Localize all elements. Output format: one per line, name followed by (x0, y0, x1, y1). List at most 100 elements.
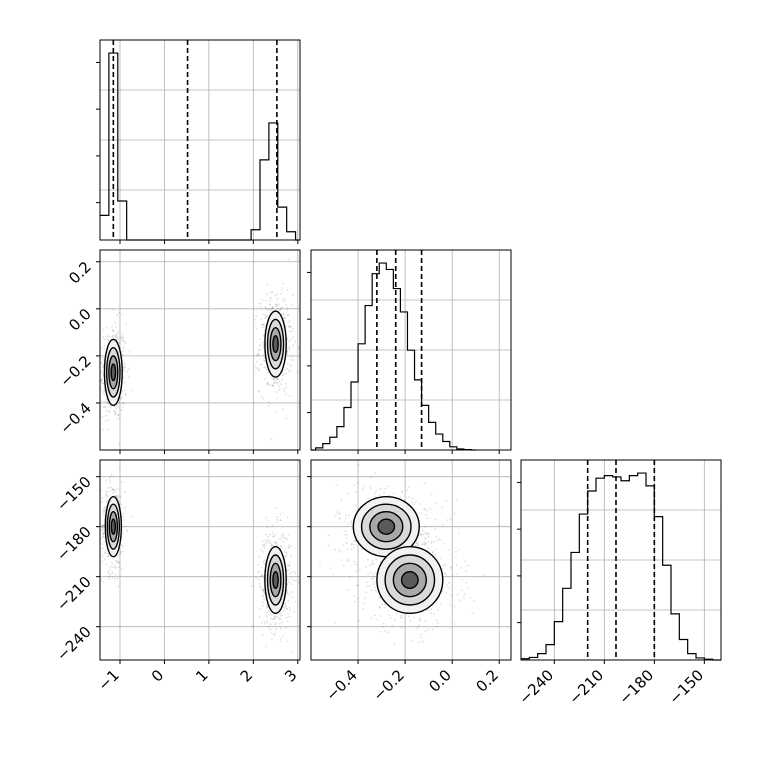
sample-point (371, 562, 373, 564)
sample-point (279, 309, 282, 311)
sample-point (107, 552, 109, 555)
sample-point (442, 564, 445, 567)
sample-point (111, 329, 114, 332)
sample-point (283, 316, 286, 319)
sample-point (263, 591, 265, 594)
sample-point (262, 588, 265, 591)
sample-point (279, 618, 282, 621)
sample-point (269, 623, 272, 626)
sample-point (283, 602, 286, 605)
sample-point (283, 606, 286, 609)
sample-point (344, 530, 347, 533)
sample-point (276, 378, 278, 381)
sample-point (114, 336, 117, 338)
sample-point (260, 348, 263, 351)
sample-point (283, 549, 286, 552)
sample-point (266, 315, 269, 318)
sample-point (98, 530, 100, 532)
sample-point (415, 542, 418, 545)
sample-point (391, 624, 394, 627)
sample-point (288, 615, 291, 618)
sample-point (276, 516, 279, 519)
sample-point (101, 356, 104, 359)
sample-point (268, 625, 270, 627)
sample-point (97, 531, 99, 533)
sample-point (285, 603, 287, 605)
sample-point (383, 491, 386, 494)
sample-point (287, 600, 290, 603)
sample-point (290, 358, 293, 361)
sample-point (261, 324, 264, 327)
sample-point (277, 305, 280, 308)
sample-point (101, 580, 104, 583)
sample-point (266, 538, 269, 541)
sample-point (109, 565, 112, 568)
sample-point (367, 558, 369, 561)
sample-point (434, 553, 437, 556)
sample-point (102, 532, 105, 534)
sample-point (115, 326, 118, 329)
sample-point (353, 595, 356, 597)
sample-point (264, 533, 267, 536)
sample-point (263, 365, 266, 368)
sample-point (264, 621, 266, 624)
sample-point (290, 583, 293, 585)
sample-point (102, 536, 105, 539)
sample-point (121, 396, 124, 398)
sample-point (267, 536, 269, 538)
sample-point (450, 566, 453, 568)
sample-point (411, 497, 414, 500)
sample-point (105, 479, 108, 481)
sample-point (399, 496, 402, 499)
sample-point (267, 541, 270, 544)
sample-point (267, 371, 269, 374)
sample-point (351, 527, 354, 530)
sample-point (270, 544, 273, 546)
sample-point (279, 640, 282, 643)
marginal-panel-0 (96, 39, 301, 244)
sample-point (101, 524, 104, 527)
sample-point (268, 309, 271, 312)
sample-point (415, 541, 418, 544)
sample-point (272, 617, 275, 620)
sample-point (104, 405, 107, 408)
sample-point (498, 524, 501, 527)
sample-point (290, 545, 292, 548)
sample-point (266, 293, 269, 296)
sample-point (254, 364, 257, 367)
sample-point (344, 517, 347, 520)
sample-point (274, 411, 277, 413)
sample-point (262, 334, 265, 337)
sample-point (100, 525, 103, 527)
sample-point (284, 626, 287, 629)
sample-point (471, 612, 474, 615)
sample-point (105, 493, 108, 496)
joint-content (100, 258, 300, 445)
sample-point (264, 542, 267, 545)
sample-point (276, 397, 279, 400)
sample-point (117, 414, 120, 417)
sample-point (263, 546, 266, 549)
sample-point (288, 346, 290, 349)
sample-point (108, 335, 111, 338)
sample-point (114, 413, 117, 416)
sample-point (292, 579, 295, 582)
sample-point (266, 382, 269, 385)
y-tick-label: −0.2 (56, 352, 94, 390)
sample-point (276, 377, 279, 380)
x-tick-label: 2 (237, 666, 256, 685)
sample-point (467, 564, 470, 567)
sample-point (393, 642, 396, 645)
sample-point (371, 560, 374, 562)
sample-point (460, 589, 463, 592)
sample-point (113, 335, 116, 337)
sample-point (295, 579, 297, 582)
sample-point (288, 565, 291, 568)
sample-point (449, 518, 452, 521)
sample-point (288, 564, 290, 567)
sample-point (271, 637, 273, 640)
sample-point (101, 526, 104, 529)
x-tick-label: 0.0 (425, 666, 455, 696)
sample-point (288, 607, 291, 609)
